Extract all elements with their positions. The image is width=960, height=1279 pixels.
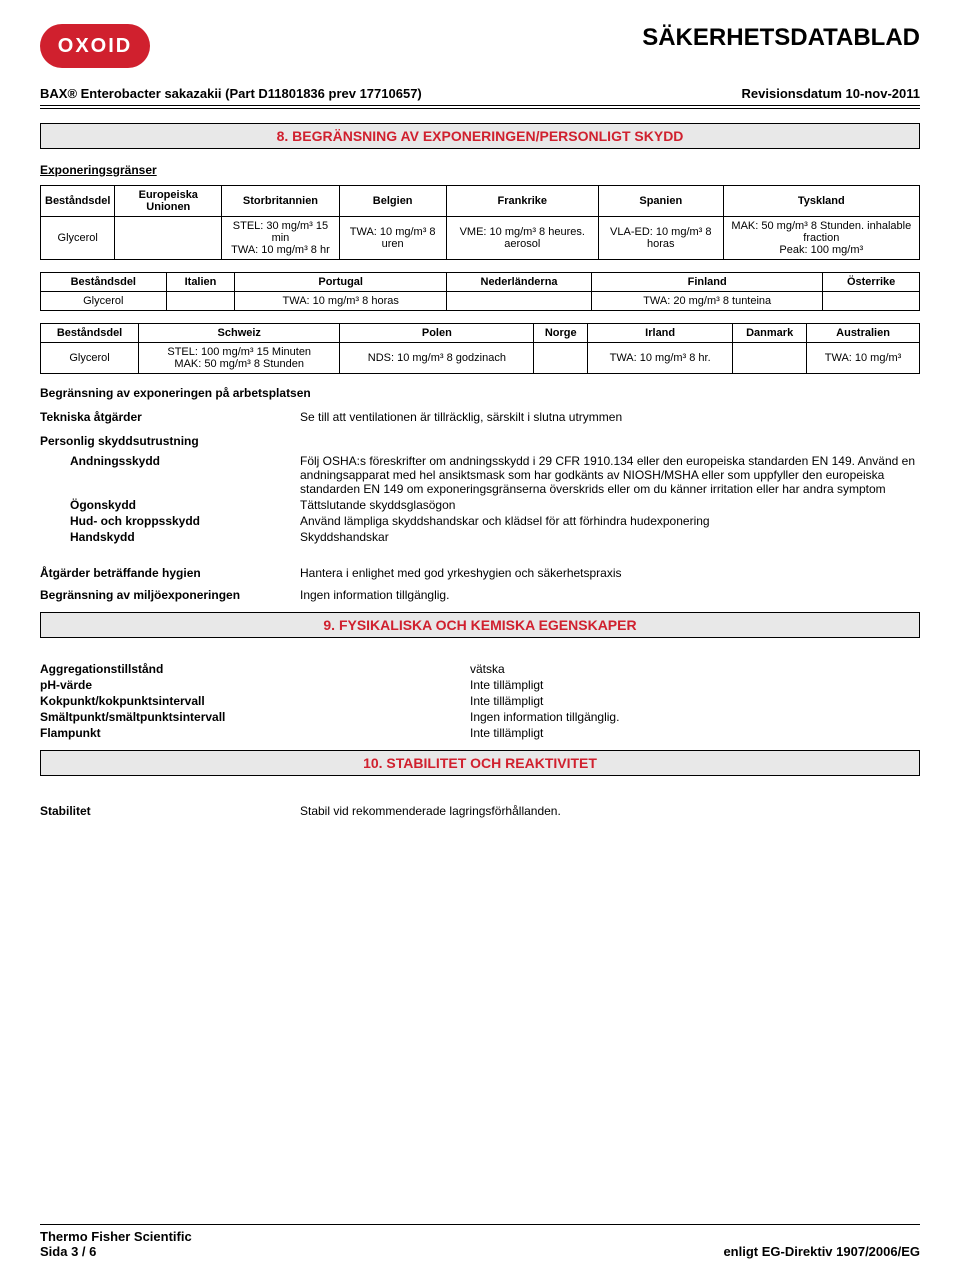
t1-h2: Storbritannien <box>222 186 340 217</box>
t2-c1: TWA: 10 mg/m³ 8 horas <box>235 292 447 311</box>
t1-h6: Tyskland <box>723 186 919 217</box>
t2-c2 <box>446 292 591 311</box>
s9-r3-value: Ingen information tillgänglig. <box>470 710 920 724</box>
t3-c4 <box>733 343 807 374</box>
brand-logo: OXOID <box>40 24 150 68</box>
env-label: Begränsning av miljöexponeringen <box>40 588 300 602</box>
hand-label: Handskydd <box>40 530 300 544</box>
s9-r1-value: Inte tillämpligt <box>470 678 920 692</box>
sub-header: BAX® Enterobacter sakazakii (Part D11801… <box>40 86 920 106</box>
footer-company: Thermo Fisher Scientific <box>40 1229 192 1244</box>
stability-value: Stabil vid rekommenderade lagringsförhål… <box>300 804 920 818</box>
t3-c2 <box>534 343 588 374</box>
t1-h3: Belgien <box>339 186 446 217</box>
t3-h4: Irland <box>588 324 733 343</box>
t2-h1: Italien <box>166 273 235 292</box>
t2-c4 <box>823 292 920 311</box>
document-title: SÄKERHETSDATABLAD <box>642 24 920 52</box>
logo-text: OXOID <box>58 35 132 58</box>
t3-h1: Schweiz <box>139 324 340 343</box>
t3-h6: Australien <box>807 324 920 343</box>
s9-r1-label: pH-värde <box>40 678 470 692</box>
resp-value: Följ OSHA:s föreskrifter om andningsskyd… <box>300 454 920 496</box>
t1-h4: Frankrike <box>446 186 598 217</box>
t1-h1: Europeiska Unionen <box>115 186 222 217</box>
resp-label: Andningsskydd <box>40 454 300 496</box>
t2-h4: Finland <box>592 273 823 292</box>
section-10-title: 10. STABILITET OCH REAKTIVITET <box>363 755 597 771</box>
hygiene-value: Hantera i enlighet med god yrkeshygien o… <box>300 566 920 580</box>
exposure-table-1: Beståndsdel Europeiska Unionen Storbrita… <box>40 185 920 260</box>
t3-c3: TWA: 10 mg/m³ 8 hr. <box>588 343 733 374</box>
t1-h0: Beståndsdel <box>41 186 115 217</box>
t2-h5: Österrike <box>823 273 920 292</box>
env-value: Ingen information tillgänglig. <box>300 588 920 602</box>
t2-c0 <box>166 292 235 311</box>
eye-value: Tättslutande skyddsglasögon <box>300 498 920 512</box>
s9-r4-value: Inte tillämpligt <box>470 726 920 740</box>
t2-c3: TWA: 20 mg/m³ 8 tunteina <box>592 292 823 311</box>
s9-r2-value: Inte tillämpligt <box>470 694 920 708</box>
t3-row-label: Glycerol <box>41 343 139 374</box>
t1-c5: MAK: 50 mg/m³ 8 Stunden. inhalable fract… <box>723 217 919 260</box>
s9-r2-label: Kokpunkt/kokpunktsintervall <box>40 694 470 708</box>
t1-c0 <box>115 217 222 260</box>
t1-c1: STEL: 30 mg/m³ 15 min TWA: 10 mg/m³ 8 hr <box>222 217 340 260</box>
product-name: BAX® Enterobacter sakazakii (Part D11801… <box>40 86 422 101</box>
t2-h2: Portugal <box>235 273 447 292</box>
t3-h2: Polen <box>340 324 534 343</box>
s9-r3-label: Smältpunkt/smältpunktsintervall <box>40 710 470 724</box>
section-10-bar: 10. STABILITET OCH REAKTIVITET <box>40 750 920 776</box>
t3-h5: Danmark <box>733 324 807 343</box>
footer-page: Sida 3 / 6 <box>40 1244 192 1259</box>
hygiene-label: Åtgärder beträffande hygien <box>40 566 300 580</box>
hand-value: Skyddshandskar <box>300 530 920 544</box>
exposure-table-3: Beståndsdel Schweiz Polen Norge Irland D… <box>40 323 920 374</box>
s9-r0-label: Aggregationstillstånd <box>40 662 470 676</box>
footer: Thermo Fisher Scientific Sida 3 / 6 enli… <box>40 1224 920 1259</box>
t3-c5: TWA: 10 mg/m³ <box>807 343 920 374</box>
divider <box>40 108 920 109</box>
t1-h5: Spanien <box>598 186 723 217</box>
revision-date: Revisionsdatum 10-nov-2011 <box>742 86 920 101</box>
t1-c4: VLA-ED: 10 mg/m³ 8 horas <box>598 217 723 260</box>
tech-value: Se till att ventilationen är tillräcklig… <box>300 410 920 424</box>
skin-label: Hud- och kroppsskydd <box>40 514 300 528</box>
workplace-heading: Begränsning av exponeringen på arbetspla… <box>40 386 920 400</box>
t3-h0: Beståndsdel <box>41 324 139 343</box>
eye-label: Ögonskydd <box>40 498 300 512</box>
t2-h3: Nederländerna <box>446 273 591 292</box>
footer-ref: enligt EG-Direktiv 1907/2006/EG <box>723 1244 920 1259</box>
stability-label: Stabilitet <box>40 804 300 818</box>
ppe-heading: Personlig skyddsutrustning <box>40 434 920 448</box>
exposure-table-2: Beståndsdel Italien Portugal Nederländer… <box>40 272 920 311</box>
section-8-title: 8. BEGRÄNSNING AV EXPONERINGEN/PERSONLIG… <box>277 128 684 144</box>
t1-c2: TWA: 10 mg/m³ 8 uren <box>339 217 446 260</box>
t1-row-label: Glycerol <box>41 217 115 260</box>
exposure-limits-heading: Exponeringsgränser <box>40 163 920 177</box>
t3-c1: NDS: 10 mg/m³ 8 godzinach <box>340 343 534 374</box>
t2-row-label: Glycerol <box>41 292 167 311</box>
t1-c3: VME: 10 mg/m³ 8 heures. aerosol <box>446 217 598 260</box>
skin-value: Använd lämpliga skyddshandskar och kläds… <box>300 514 920 528</box>
section-8-bar: 8. BEGRÄNSNING AV EXPONERINGEN/PERSONLIG… <box>40 123 920 149</box>
section-9-title: 9. FYSIKALISKA OCH KEMISKA EGENSKAPER <box>323 617 636 633</box>
s9-r4-label: Flampunkt <box>40 726 470 740</box>
footer-divider <box>40 1224 920 1225</box>
s9-r0-value: vätska <box>470 662 920 676</box>
section-9-bar: 9. FYSIKALISKA OCH KEMISKA EGENSKAPER <box>40 612 920 638</box>
header: OXOID SÄKERHETSDATABLAD <box>40 24 920 68</box>
t3-c0: STEL: 100 mg/m³ 15 Minuten MAK: 50 mg/m³… <box>139 343 340 374</box>
tech-label: Tekniska åtgärder <box>40 410 300 424</box>
t3-h3: Norge <box>534 324 588 343</box>
t2-h0: Beståndsdel <box>41 273 167 292</box>
